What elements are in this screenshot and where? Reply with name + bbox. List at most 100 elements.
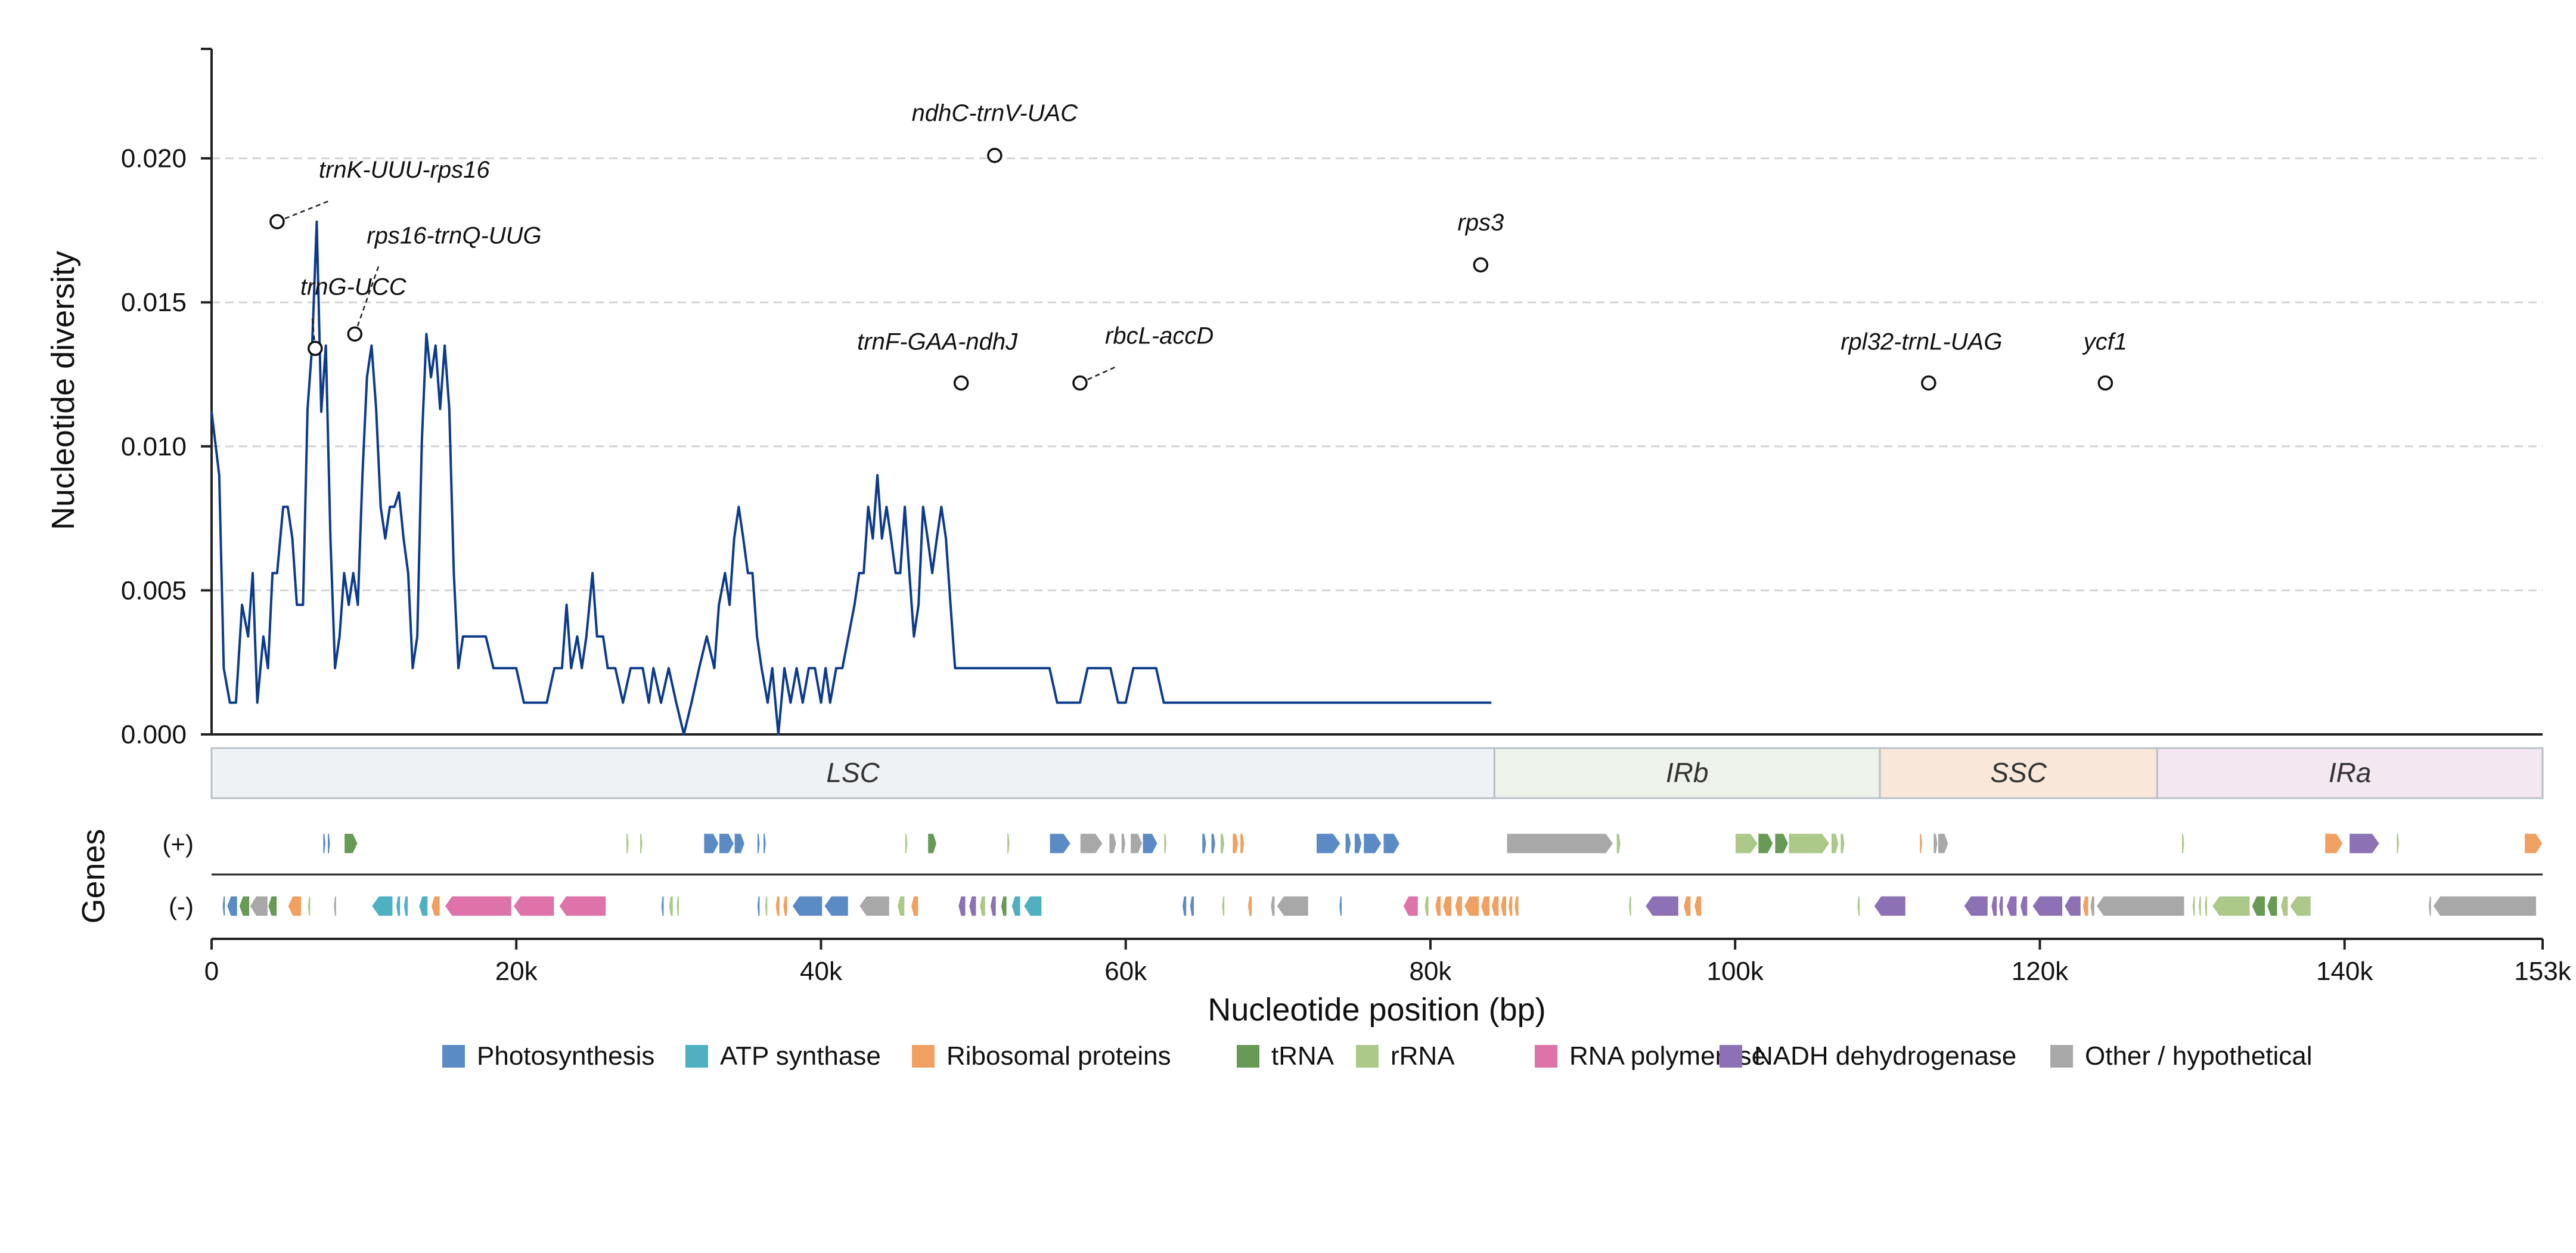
gene-plus xyxy=(2395,833,2400,854)
gene-minus xyxy=(238,895,250,917)
gene-plus xyxy=(1163,833,1168,854)
gene-minus xyxy=(792,895,823,917)
region-label: SSC xyxy=(1990,757,2047,788)
gene-plus xyxy=(1774,833,1789,854)
region-box xyxy=(2156,747,2544,799)
gene-minus xyxy=(1463,895,1480,917)
peak-leader-line xyxy=(311,317,316,349)
legend-label: Other / hypothetical xyxy=(2085,1041,2313,1071)
gene-minus xyxy=(775,895,781,917)
gene-minus xyxy=(2192,895,2196,917)
gene-minus xyxy=(226,895,238,917)
gene-plus xyxy=(1937,833,1949,854)
gene-minus xyxy=(403,895,409,917)
diversity-line xyxy=(210,220,1492,736)
gene-minus xyxy=(2090,895,2096,917)
gene-plus xyxy=(1757,833,1774,854)
gene-plus xyxy=(1079,833,1104,854)
gene-minus xyxy=(989,895,997,917)
x-tick-label: 0 xyxy=(204,957,219,986)
gene-plus xyxy=(2181,833,2186,854)
legend-swatch xyxy=(1720,1045,1742,1068)
gene-plus xyxy=(1108,833,1118,854)
y-axis-title: Nucleotide diversity xyxy=(45,251,81,530)
gene-minus xyxy=(1507,895,1513,917)
gene-minus xyxy=(2211,895,2251,917)
gene-plus xyxy=(1121,833,1126,854)
grid-lines xyxy=(212,157,2543,591)
gene-minus xyxy=(418,895,429,917)
gene-minus xyxy=(858,895,890,917)
gene-minus xyxy=(660,895,665,917)
gene-minus xyxy=(2031,895,2063,917)
x-tick-label: 100k xyxy=(1706,957,1764,986)
gene-plus xyxy=(762,833,767,854)
gene-minus xyxy=(1402,895,1419,917)
gene-minus xyxy=(307,895,311,917)
peak-label: ndhC-trnV-UAC xyxy=(912,100,1079,126)
gene-minus xyxy=(430,895,441,917)
gene-minus xyxy=(2432,895,2537,917)
gene-plus xyxy=(2524,833,2543,854)
gene-plus xyxy=(1919,833,1923,854)
peak-marker xyxy=(1473,257,1489,273)
gene-minus xyxy=(249,895,269,917)
x-tick-label: 60k xyxy=(1104,957,1147,986)
gene-minus xyxy=(675,895,680,917)
gene-minus xyxy=(1023,895,1042,917)
gene-minus xyxy=(1491,895,1500,917)
peak-marker xyxy=(1072,375,1088,391)
gene-plus xyxy=(1506,833,1614,854)
peak-marker xyxy=(2097,375,2113,391)
gene-plus xyxy=(1231,833,1239,854)
gene-plus xyxy=(703,833,720,854)
gene-minus xyxy=(896,895,905,917)
gene-plus xyxy=(343,833,359,854)
gene-minus xyxy=(1181,895,1187,917)
legend-swatch xyxy=(2050,1045,2073,1068)
gene-plus xyxy=(1142,833,1159,854)
gene-minus xyxy=(287,895,302,917)
gene-minus xyxy=(2096,895,2186,917)
gene-plus xyxy=(1382,833,1401,854)
legend-label: Ribosomal proteins xyxy=(946,1041,1171,1071)
legend-label: tRNA xyxy=(1271,1041,1334,1071)
x-tick-label: 80k xyxy=(1409,957,1452,986)
gene-minus xyxy=(2428,895,2432,917)
peak-marker xyxy=(347,326,363,342)
gene-minus xyxy=(1963,895,1989,917)
gene-plus xyxy=(2348,833,2381,854)
gene-plus xyxy=(927,833,938,854)
peak-label: trnF-GAA-ndhJ xyxy=(857,329,1018,355)
gene-minus xyxy=(968,895,977,917)
genome-regions-track: LSC IRb SSC IRa xyxy=(210,747,2544,799)
genes-axis-title: Genes xyxy=(76,829,111,923)
gene-minus xyxy=(1856,895,1861,917)
gene-plus xyxy=(327,833,331,854)
gene-minus xyxy=(1000,895,1008,917)
peak-leader-line xyxy=(277,199,331,223)
gene-minus xyxy=(1683,895,1692,917)
gene-minus xyxy=(2280,895,2289,917)
peak-label: ycf1 xyxy=(2082,329,2127,355)
y-axis: 0.000 0.005 0.010 0.015 0.020 xyxy=(121,48,2543,749)
legend-swatch xyxy=(1356,1045,1379,1068)
gene-minus xyxy=(1434,895,1442,917)
gene-minus xyxy=(756,895,761,917)
x-axis: 0 20k 40k 60k 80k 100k 120k 140k 153k xyxy=(204,938,2572,986)
region-label: LSC xyxy=(826,757,880,788)
gene-minus xyxy=(910,895,919,917)
gene-minus xyxy=(2006,895,2018,917)
legend-swatch xyxy=(442,1045,465,1068)
peak-marker xyxy=(1921,375,1936,391)
legend-swatch xyxy=(912,1045,935,1068)
gene-plus xyxy=(1315,833,1342,854)
region-label: IRb xyxy=(1666,757,1709,788)
gene-minus xyxy=(267,895,278,917)
gene-minus xyxy=(1423,895,1430,917)
y-tick-label: 0.005 xyxy=(121,576,187,605)
gene-minus xyxy=(1513,895,1519,917)
gene-minus xyxy=(2063,895,2082,917)
strand-label: (-) xyxy=(169,892,194,920)
